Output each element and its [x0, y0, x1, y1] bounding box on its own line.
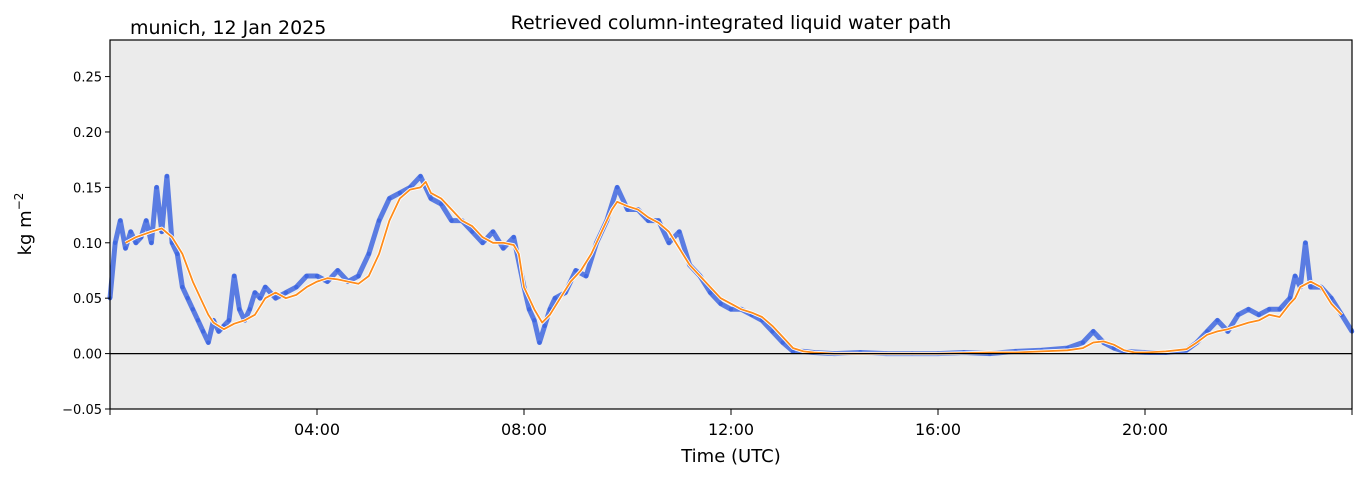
x-axis-label: Time (UTC): [680, 446, 781, 467]
series-layer: [107, 173, 1355, 357]
y-axis: −0.05 0.00 0.05 0.10 0.15 0.20 0.25: [62, 71, 110, 418]
y-tick-label: 0.15: [73, 181, 102, 196]
x-tick-label: 16:00: [915, 420, 961, 439]
y-axis-label-text: kg m: [15, 210, 36, 255]
x-tick-label: 20:00: [1122, 420, 1168, 439]
chart-title: Retrieved column-integrated liquid water…: [511, 12, 952, 34]
plot-background: [110, 40, 1352, 409]
x-tick-label: 04:00: [294, 420, 340, 439]
x-tick-label: 08:00: [501, 420, 547, 439]
y-tick-label: 0.05: [73, 292, 102, 307]
y-tick-label: 0.10: [73, 237, 102, 252]
x-tick-label: 12:00: [708, 420, 754, 439]
y-axis-label: kg m−2: [12, 193, 36, 256]
x-axis: 04:00 08:00 12:00 16:00 20:00: [109, 409, 1353, 439]
y-tick-label: 0.25: [73, 71, 102, 86]
y-tick-label: 0.20: [73, 126, 102, 141]
y-tick-label: −0.05: [62, 403, 102, 418]
chart-subtitle: munich, 12 Jan 2025: [130, 17, 326, 39]
y-axis-label-exponent: −2: [12, 193, 26, 211]
smoothed-line: [125, 180, 1343, 355]
y-tick-label: 0.00: [73, 348, 102, 363]
